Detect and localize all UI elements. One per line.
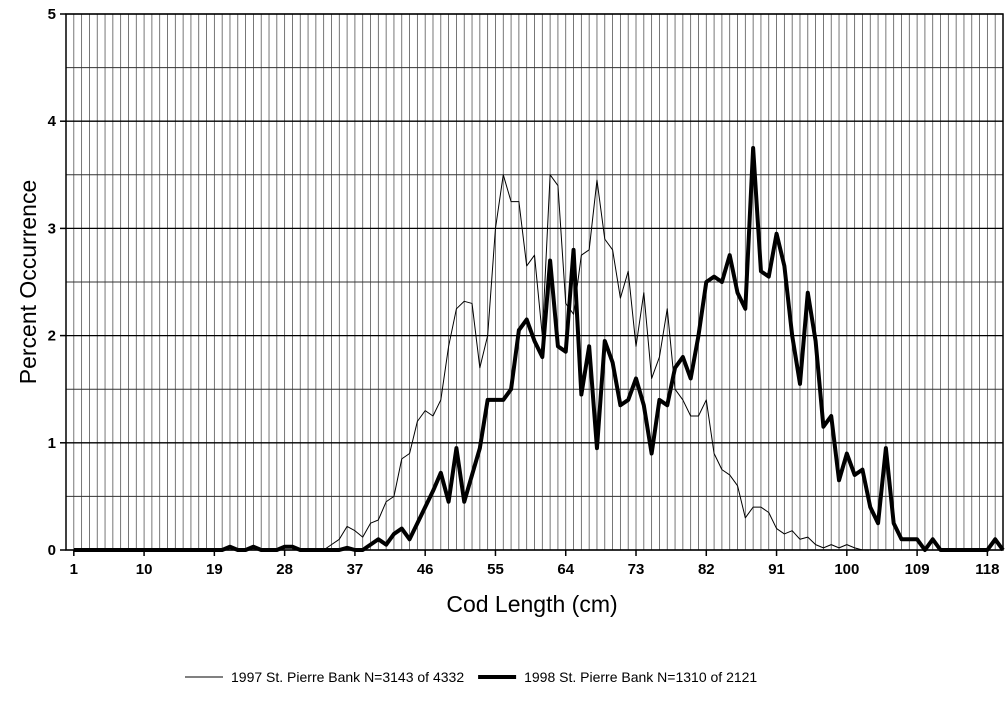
y-axis-label: Percent Occurrence: [15, 180, 41, 385]
x-tick-label: 55: [487, 561, 504, 578]
y-tick-label: 5: [48, 6, 56, 23]
x-tick-label: 118: [975, 561, 999, 578]
x-tick-label: 19: [206, 561, 223, 578]
y-tick-label: 3: [48, 220, 56, 237]
x-tick-label: 28: [276, 561, 293, 578]
series-line: [73, 146, 1005, 552]
x-tick-label: 100: [834, 561, 859, 578]
y-tick-label: 1: [48, 435, 56, 452]
x-axis-label: Cod Length (cm): [446, 591, 617, 617]
y-tick-label: 2: [48, 328, 56, 345]
x-tick-label: 82: [698, 561, 715, 578]
x-tick-label: 109: [905, 561, 930, 578]
legend-label: 1998 St. Pierre Bank N=1310 of 2121: [524, 669, 757, 685]
plot-frame: [65, 13, 1004, 551]
x-tick-label: 37: [347, 561, 364, 578]
x-tick-label: 91: [768, 561, 785, 578]
y-tick-label: 0: [48, 542, 56, 559]
y-tick-label: 4: [48, 113, 57, 130]
x-tick-label: 1: [70, 561, 78, 578]
x-tick-label: 64: [557, 561, 574, 578]
x-tick-label: 46: [417, 561, 434, 578]
x-tick-label: 10: [136, 561, 153, 578]
legend-label: 1997 St. Pierre Bank N=3143 of 4332: [231, 669, 464, 685]
series-line: [73, 174, 1003, 551]
x-tick-label: 73: [628, 561, 645, 578]
